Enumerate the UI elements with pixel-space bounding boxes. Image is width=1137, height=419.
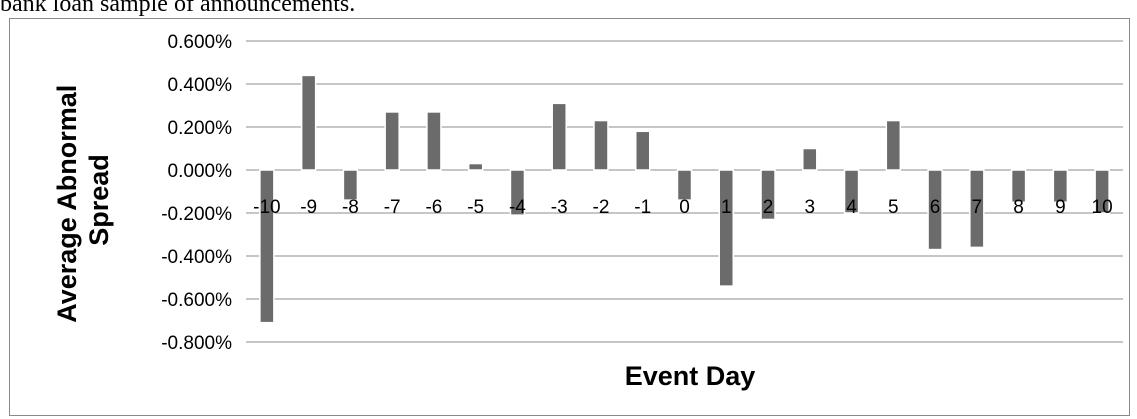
bar-day-0 bbox=[676, 169, 693, 201]
bars bbox=[259, 74, 1110, 324]
x-tick-label: 0 bbox=[679, 197, 690, 218]
x-axis-label: Event Day bbox=[625, 361, 756, 391]
x-tick-labels: -10 -9 -8 -7 -6 -5 -4 -3 -2 -1 0 1 2 3 4 5 6 7 8 9 10 bbox=[253, 197, 1113, 218]
x-tick-label: 8 bbox=[1013, 197, 1024, 218]
x-tick-label: 10 bbox=[1092, 197, 1113, 218]
bar-day--9 bbox=[300, 74, 317, 171]
bar-day--4 bbox=[509, 169, 526, 216]
y-tick-labels: 0.600% 0.400% 0.200% 0.000% -0.200% -0.400% -0… bbox=[161, 32, 232, 354]
y-tick-label: 0.600% bbox=[168, 32, 233, 53]
y-tick-label: 0.200% bbox=[168, 118, 233, 139]
x-tick-label: 6 bbox=[930, 197, 941, 218]
bar-day--10 bbox=[259, 169, 275, 324]
x-tick-label: -10 bbox=[253, 197, 280, 218]
x-tick-label: -2 bbox=[593, 197, 610, 218]
bar-day--7 bbox=[384, 111, 400, 171]
bar-day--2 bbox=[593, 119, 609, 171]
x-tick-label: -3 bbox=[551, 197, 568, 218]
bar-day-10 bbox=[1094, 169, 1110, 214]
x-tick-label: 7 bbox=[972, 197, 983, 218]
y-tick-label: 0.000% bbox=[168, 161, 233, 182]
bar-day-8 bbox=[1010, 169, 1027, 203]
x-tick-label: 9 bbox=[1055, 197, 1066, 218]
x-tick-label: -8 bbox=[342, 197, 359, 218]
x-tick-label: 1 bbox=[721, 197, 732, 218]
x-tick-label: -6 bbox=[425, 197, 442, 218]
x-tick-label: 5 bbox=[888, 197, 899, 218]
x-tick-label: 3 bbox=[804, 197, 815, 218]
y-axis-label-line-2: Spread bbox=[84, 154, 114, 246]
y-tick-label: -0.400% bbox=[161, 247, 232, 268]
bar-day-3 bbox=[802, 147, 818, 171]
bar-day-4 bbox=[843, 169, 860, 214]
y-tick-label: -0.600% bbox=[161, 290, 232, 311]
x-tick-label: -9 bbox=[300, 197, 317, 218]
x-tick-label: -7 bbox=[384, 197, 401, 218]
y-tick-label: -0.800% bbox=[161, 333, 232, 354]
x-tick-label: -4 bbox=[509, 197, 526, 218]
y-axis-label: Average Abnormal Spread bbox=[52, 77, 114, 323]
bar-day--8 bbox=[342, 169, 359, 201]
bar-day-6 bbox=[927, 169, 943, 251]
bar-day--1 bbox=[634, 130, 651, 171]
bar-day-7 bbox=[969, 169, 985, 249]
x-tick-label: 2 bbox=[763, 197, 774, 218]
bar-day--5 bbox=[467, 162, 484, 171]
x-tick-label: -1 bbox=[634, 197, 651, 218]
y-axis-label-line-1: Average Abnormal bbox=[52, 85, 82, 323]
caption-text: bank loan sample of announcements. bbox=[0, 0, 356, 17]
bar-day--6 bbox=[426, 111, 442, 171]
bar-day-9 bbox=[1052, 169, 1069, 203]
bar-day-5 bbox=[885, 119, 902, 171]
bar-day-2 bbox=[760, 169, 776, 221]
x-tick-label: -5 bbox=[467, 197, 484, 218]
x-tick-label: 4 bbox=[846, 197, 857, 218]
y-tick-label: -0.200% bbox=[161, 204, 232, 225]
bar-day-1 bbox=[718, 169, 735, 287]
y-tick-label: 0.400% bbox=[168, 75, 233, 96]
bar-day--3 bbox=[551, 102, 567, 171]
